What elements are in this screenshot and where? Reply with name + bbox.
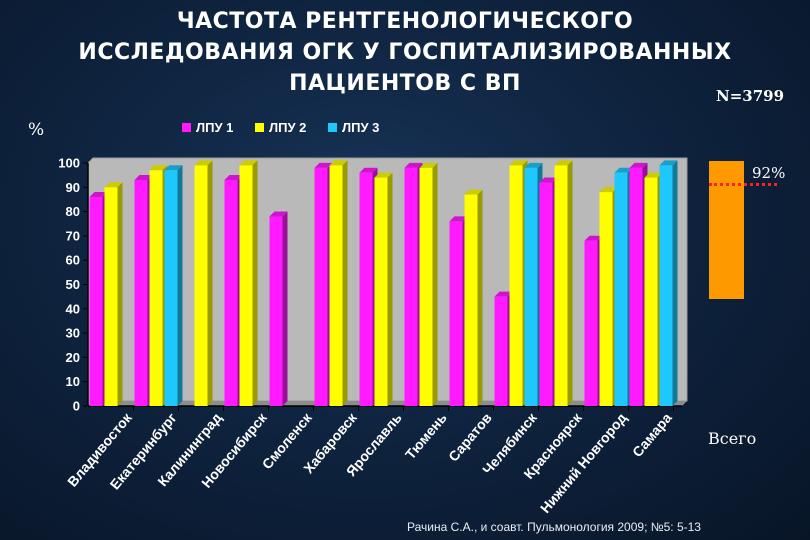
total-percent-label: 92% [752, 164, 786, 182]
bar-top [224, 175, 243, 181]
bar-лпу-2-8 [464, 194, 478, 406]
x-category-label: Самара [629, 409, 675, 460]
bar-лпу-2-12 [644, 177, 658, 406]
y-axis-unit-label: % [28, 120, 45, 140]
y-tick-label: 80 [66, 204, 80, 219]
bar-side [567, 160, 573, 406]
bar-top [164, 165, 183, 171]
bar-лпу-1-0 [89, 197, 103, 406]
bar-side [252, 160, 258, 406]
bar-top [149, 165, 168, 171]
bar-лпу-2-5 [329, 165, 343, 406]
bar-лпу-2-6 [374, 177, 388, 406]
bar-top [269, 211, 288, 217]
y-tick-label: 40 [66, 301, 80, 316]
bar-top [194, 160, 213, 166]
bar-top [644, 172, 663, 178]
legend-swatch-2 [255, 123, 264, 132]
title-line-1: ЧАСТОТА РЕНТГЕНОЛОГИЧЕСКОГО [176, 9, 634, 34]
bar-лпу-3-1 [164, 170, 178, 406]
bar-лпу-2-3 [239, 165, 253, 406]
bar-лпу-2-10 [554, 165, 568, 406]
bar-side [387, 172, 393, 406]
bar-top [329, 160, 348, 166]
bar-лпу-3-11 [614, 172, 628, 406]
bar-top [584, 235, 603, 241]
bar-side [117, 182, 123, 406]
legend-swatch-1 [182, 123, 191, 132]
bar-top [374, 172, 393, 178]
bar-top [509, 160, 528, 166]
bar-top [404, 162, 423, 168]
bar-лпу-2-11 [599, 192, 613, 406]
bar-лпу-2-0 [104, 187, 118, 406]
bar-лпу-1-6 [359, 172, 373, 406]
bar-side [342, 160, 348, 406]
bar-лпу-1-3 [224, 180, 238, 406]
bar-top [419, 162, 438, 168]
bar-лпу-1-9 [494, 296, 508, 406]
bar-лпу-3-9 [524, 167, 538, 406]
title-line-2: ИССЛЕДОВАНИЯ ОГК У ГОСПИТАЛИЗИРОВАННЫХ [78, 40, 732, 65]
bar-top [239, 160, 258, 166]
title-line-3: ПАЦИЕНТОВ С ВП [289, 71, 521, 96]
bar-лпу-1-4 [269, 216, 283, 406]
bar-top [599, 187, 618, 193]
slide-title: ЧАСТОТА РЕНТГЕНОЛОГИЧЕСКОГО ИССЛЕДОВАНИЯ… [0, 6, 810, 99]
bar-side [177, 165, 183, 406]
bar-top [314, 162, 333, 168]
bar-лпу-2-2 [194, 165, 208, 406]
bar-лпу-1-10 [539, 182, 553, 406]
bar-side [477, 189, 483, 406]
bar-top [554, 160, 573, 166]
bar-лпу-1-5 [314, 167, 328, 406]
bar-лпу-2-7 [419, 167, 433, 406]
bar-top [539, 177, 558, 183]
bar-top [464, 189, 483, 195]
bar-лпу-1-1 [134, 180, 148, 406]
bar-лпу-1-8 [449, 221, 463, 406]
bar-top [629, 162, 648, 168]
legend-swatch-3 [328, 123, 337, 132]
bar-лпу-2-1 [149, 170, 163, 406]
y-tick-label: 0 [73, 399, 80, 414]
legend-label-3: ЛПУ 3 [342, 120, 379, 135]
y-tick-label: 10 [66, 374, 80, 389]
bar-top [134, 175, 153, 181]
y-tick-label: 50 [66, 277, 80, 292]
y-tick-label: 90 [66, 180, 80, 195]
bar-top [359, 167, 378, 173]
legend-label-1: ЛПУ 1 [196, 120, 233, 135]
bar-лпу-1-12 [629, 167, 643, 406]
legend-label-2: ЛПУ 2 [269, 120, 306, 135]
bar-top [494, 291, 513, 297]
bar-side [432, 162, 438, 406]
x-category-label: Тюмень [402, 409, 450, 462]
bar-лпу-2-9 [509, 165, 523, 406]
bar-top [449, 216, 468, 222]
y-tick-label: 20 [66, 350, 80, 365]
total-label: Всего [708, 429, 757, 448]
bar-top [614, 167, 633, 173]
x-category-label: Нижний Новгород [537, 410, 630, 516]
bar-top [659, 160, 678, 166]
y-tick-label: 100 [58, 156, 80, 171]
bar-лпу-1-11 [584, 240, 598, 406]
bar-side [207, 160, 213, 406]
total-bar [709, 161, 744, 299]
bar-side [672, 160, 678, 406]
bar-лпу-1-7 [404, 167, 418, 406]
sample-size-label: N=3799 [716, 87, 785, 105]
bar-top [524, 162, 543, 168]
bar-side [282, 211, 288, 406]
bar-top [89, 192, 108, 198]
bar-лпу-3-12 [659, 165, 673, 406]
y-tick-label: 70 [66, 228, 80, 243]
bar-top [104, 182, 123, 188]
citation-footnote: Рачина С.А., и соавт. Пульмонология 2009… [407, 520, 701, 534]
y-tick-label: 30 [66, 326, 80, 341]
total-marker-line [709, 183, 777, 186]
y-tick-label: 60 [66, 253, 80, 268]
